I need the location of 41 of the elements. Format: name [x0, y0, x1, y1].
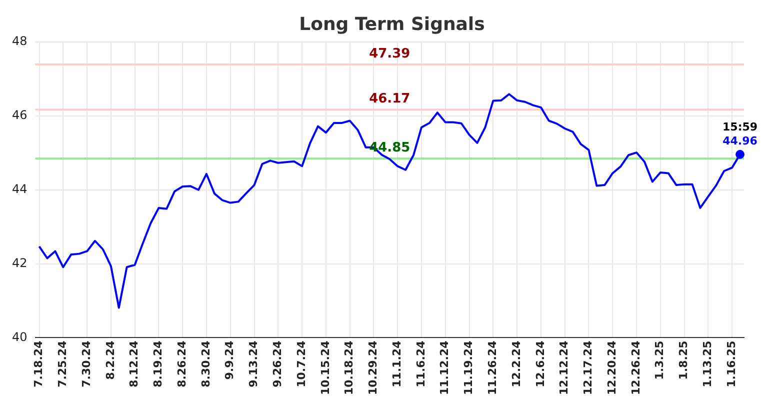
x-tick-label: 1.13.25 — [701, 340, 714, 388]
x-tick-label: 10.18.24 — [342, 340, 356, 395]
data-label: 44.96 — [722, 134, 758, 148]
x-tick-label: 10.29.24 — [366, 340, 380, 395]
x-tick-label: 12.26.24 — [629, 340, 642, 395]
x-tick-label: 11.12.24 — [438, 340, 452, 395]
x-tick-label: 8.19.24 — [152, 340, 165, 388]
annotation: 15:59 — [722, 120, 758, 134]
x-tick-label: 11.6.24 — [414, 340, 428, 388]
x-tick-label: 8.12.24 — [128, 340, 141, 388]
x-tick-label: 8.2.24 — [104, 340, 117, 380]
x-tick-label: 10.7.24 — [294, 340, 308, 388]
x-tick-label: 1.8.25 — [677, 340, 690, 380]
y-tick-label: 46 — [12, 108, 28, 122]
x-tick-label: 11.19.24 — [462, 340, 476, 395]
ref-line-label: 46.17 — [369, 92, 410, 107]
x-tick-label: 9.26.24 — [271, 340, 284, 388]
x-tick-label: 12.6.24 — [534, 340, 547, 388]
x-tick-label: 9.9.24 — [223, 340, 236, 380]
y-tick-label: 44 — [12, 182, 28, 196]
x-tick-label: 12.12.24 — [558, 340, 571, 395]
chart-title: Long Term Signals — [298, 14, 486, 35]
x-tick-label: 1.16.25 — [724, 340, 738, 388]
x-tick-label: 11.26.24 — [486, 340, 500, 395]
x-tick-label: 7.18.24 — [32, 340, 46, 388]
x-tick-label: 7.30.24 — [80, 340, 93, 388]
y-tick-label: 42 — [12, 256, 28, 270]
x-tick-label: 7.25.24 — [56, 340, 69, 388]
x-tick-label: 9.13.24 — [247, 340, 260, 388]
x-tick-label: 10.15.24 — [318, 340, 332, 395]
y-tick-label: 48 — [12, 34, 28, 48]
x-tick-label: 12.20.24 — [605, 340, 618, 395]
ref-line-label: 47.39 — [369, 46, 410, 62]
x-tick-label: 1.3.25 — [653, 340, 666, 380]
x-tick-label: 8.30.24 — [199, 340, 212, 388]
x-tick-label: 8.26.24 — [175, 340, 188, 388]
x-tick-label: 12.17.24 — [582, 340, 595, 395]
ref-line-label: 44.85 — [369, 140, 410, 156]
y-tick-label: 40 — [12, 330, 28, 344]
x-tick-label: 11.1.24 — [390, 340, 404, 388]
x-tick-label: 12.2.24 — [510, 340, 523, 388]
